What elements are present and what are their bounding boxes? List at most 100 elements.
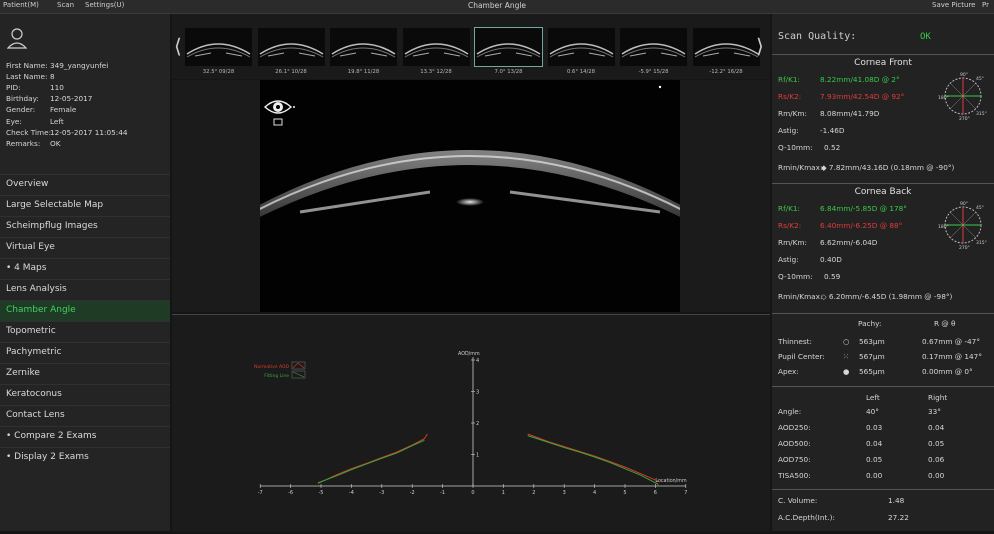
axis-dial-icon: 90° 45° 180° 315° 270° [938,201,987,250]
angle-section: Left Right Angle: 40° 33° AOD250: 0.03 0.04 AOD5… [772,387,994,490]
nav-item[interactable]: Scheimpflug Images [0,216,170,238]
metric-value: -1.46D [820,126,845,135]
rmin-value: ◆ 7.82mm/43.16D (0.18mm @ -90°) [821,163,955,172]
dial-label: 270° [959,116,970,121]
x-tick-label: -4 [349,490,354,496]
scan-thumbnail[interactable]: -5.9° 15/28 [620,28,687,75]
series-line-2 [527,433,659,482]
menu-settings[interactable]: Settings(U) [85,1,125,9]
scan-thumbnail[interactable]: 13.3° 12/28 [402,28,470,75]
nav-item[interactable]: Virtual Eye [0,237,170,259]
dial-label: 180° [938,224,949,230]
scan-thumbnail[interactable]: 0.6° 14/28 [547,28,615,75]
prev-arrow-icon[interactable]: ⟨ [174,34,182,58]
nav-item[interactable]: Zernike [0,363,170,385]
nav-item-label: Pachymetric [6,347,62,357]
patient-field-label: Eye: [6,116,22,126]
nav-item[interactable]: Overview [0,174,170,196]
angle-header: Right [928,393,948,402]
angle-label: AOD750: [778,455,811,464]
legend-swatch [292,371,305,378]
nav-item-label: Zernike [6,368,40,378]
angle-right-value: 0.06 [928,455,945,464]
volume-label: A.C.Depth(Int.): [778,513,835,522]
thumbnail-caption: 26.1° 10/28 [275,69,307,75]
save-picture-button[interactable]: Save Picture [932,1,976,9]
series-line-0 [317,433,428,484]
scan-thumbnail[interactable]: 7.0° 13/28 [474,27,543,75]
nav-item-label: Scheimpflug Images [6,221,98,231]
nav-item[interactable]: Large Selectable Map [0,195,170,217]
nav-item[interactable]: • Compare 2 Exams [0,426,170,448]
metric-value: 0.40D [820,255,842,264]
angle-right-value: 0.04 [928,423,945,432]
menu-bar: Patient(M) Scan Settings(U) Chamber Angl… [0,0,994,14]
series-line-1 [317,439,425,484]
print-button[interactable]: Pr [982,1,989,9]
metric-label: Q-10mm: [778,272,813,281]
aod-plot-panel: -7 -6 -5 -4 -3 -2 -1 0 1 2 3 4 5 6 7 1 2 3 4 AOD/mm Location… [172,314,770,532]
scan-quality-value: OK [920,32,931,42]
angle-right-value: 0.00 [928,471,945,480]
metric-label: Rs/K2: [778,92,802,101]
scheimpflug-image[interactable] [260,80,680,312]
y-tick-label: 4 [476,358,479,364]
metric-label: Astig: [778,255,799,264]
menu-patient[interactable]: Patient(M) [3,1,39,9]
scan-thumbnail[interactable]: -12.2° 16/28 [692,28,760,75]
pachy-label: Apex: [778,367,799,376]
patient-field-value: Left [50,116,64,126]
pachy-position: 0.00mm @ 0° [922,367,973,376]
nav-item[interactable]: Lens Analysis [0,279,170,301]
angle-right-value: 33° [928,407,941,416]
angle-label: AOD250: [778,423,811,432]
eye-icon[interactable] [262,93,296,127]
legend-swatch [291,361,306,370]
angle-left-value: 40° [866,407,879,416]
nav-item[interactable]: Keratoconus [0,384,170,406]
legend-swatch [291,370,306,379]
thumbnail-caption: -5.9° 15/28 [638,69,669,75]
patient-field: Remarks: OK [6,139,61,148]
next-arrow-icon[interactable]: ⟩ [756,34,764,58]
metric-value: 6.40mm/-6.25D @ 88° [820,221,903,230]
metric-label: Astig: [778,126,799,135]
pachy-label: Thinnest: [778,337,812,346]
x-tick-label: 7 [684,490,687,496]
section-title: Cornea Front [854,58,912,68]
scan-thumbnail[interactable]: 19.8° 11/28 [330,28,397,75]
thumbnail-caption: 32.5° 09/28 [202,69,235,75]
nav-item[interactable]: • 4 Maps [0,258,170,280]
menu-scan[interactable]: Scan [57,1,75,9]
angle-header: Left [866,393,880,402]
patient-field-label: Remarks: [6,138,41,148]
metric-value: 0.52 [824,143,841,152]
scan-thumbnail[interactable]: 26.1° 10/28 [257,28,325,75]
scan-thumbnail[interactable]: 32.5° 09/28 [185,28,252,75]
axis-dial-icon: 90° 45° 180° 315° 270° [938,72,987,121]
pachy-header: Pachy: [858,319,882,328]
pachy-symbol: ⁙ [843,352,850,361]
angle-left-value: 0.03 [866,423,883,432]
nav-item-label: • Display 2 Exams [6,452,89,462]
patient-field: First Name: 349_yangyunfei [6,61,108,70]
nav-item[interactable]: Chamber Angle [0,300,170,322]
patient-field-value: 8 [50,72,55,82]
pachy-position: 0.67mm @ -47° [922,337,980,346]
nav-item[interactable]: • Display 2 Exams [0,447,170,469]
nav-item[interactable]: Topometric [0,321,170,343]
volume-section: C. Volume: 1.48 A.C.Depth(Int.): 27.22 [772,490,994,531]
series-line-3 [527,435,659,485]
nav-item[interactable]: Contact Lens [0,405,170,427]
y-axis-label: AOD/mm [458,351,480,357]
pachy-section: Pachy: R @ θ Thinnest: ○ 563μm 0.67mm @ -47° P… [772,314,994,387]
x-tick-label: 3 [563,490,566,496]
legend-label: Normative AOD [254,364,289,370]
x-tick-label: -3 [379,490,384,496]
nav-item[interactable]: Pachymetric [0,342,170,364]
thumbnail-caption: 13.3° 12/28 [420,69,452,75]
pachy-value: 567μm [859,352,885,361]
nav-item-label: Lens Analysis [6,284,67,294]
patient-field-value: 12-05-2017 [50,94,93,104]
patient-field-value: 349_yangyunfei [50,61,109,70]
